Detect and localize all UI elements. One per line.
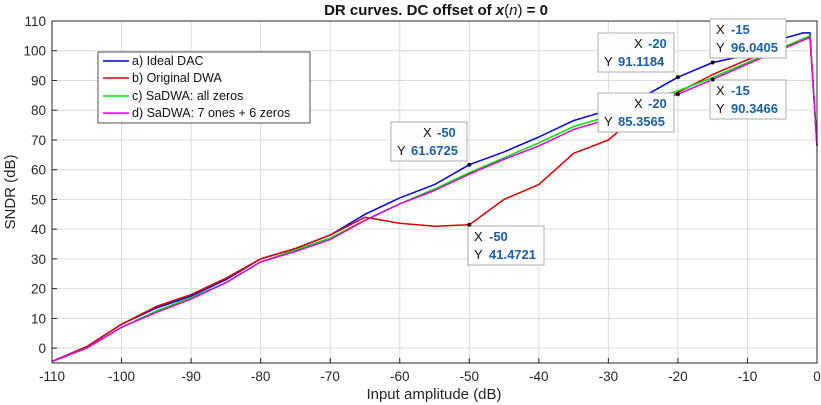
datatip-x-label: X: [716, 22, 725, 37]
x-tick-label: -20: [668, 369, 688, 384]
datatip-x-value: -15: [731, 83, 750, 98]
datatip-marker: [675, 92, 680, 97]
datatip-ideal-dac-m50[interactable]: X -50 Y 61.6725: [390, 121, 468, 162]
y-tick-label: 70: [31, 133, 46, 148]
datatip-y-value: 90.3466: [731, 101, 778, 116]
datatip-y-label: Y: [604, 114, 613, 129]
y-tick-label: 80: [31, 103, 46, 118]
datatip-box: [709, 79, 787, 120]
datatip-marker: [467, 222, 472, 227]
datatip-x-value: -50: [437, 125, 456, 140]
y-tick-label: 10: [31, 311, 46, 326]
datatip-box: [597, 32, 675, 73]
x-tick-label: -10: [738, 369, 758, 384]
chart-title: DR curves. DC offset of x(n) = 0: [324, 2, 548, 19]
legend[interactable]: a) Ideal DAC b) Original DWA c) SaDWA: a…: [97, 51, 311, 124]
datatip-sadwa-m20[interactable]: X -20 Y 85.3565: [597, 92, 675, 133]
datatip-y-label: Y: [716, 101, 725, 116]
datatip-y-value: 96.0405: [731, 40, 778, 55]
x-axis-ticks: -110 -100 -90 -80 -70 -60 -50 -40 -30 -20 -10 0: [39, 358, 821, 384]
plot-frame: [51, 20, 818, 364]
y-tick-label: 60: [31, 163, 46, 178]
datatip-sadwa-m15[interactable]: X -15 Y 90.3466: [709, 79, 787, 120]
x-tick-label: -100: [108, 369, 135, 384]
y-tick-label: 50: [31, 192, 46, 207]
datatip-y-value: 61.6725: [411, 143, 458, 158]
datatip-y-value: 85.3565: [618, 114, 665, 129]
datatip-marker: [467, 162, 472, 167]
datatip-y-value: 41.4721: [489, 247, 536, 262]
datatip-box: [709, 18, 787, 59]
y-tick-label: 110: [24, 14, 46, 29]
datatip-markers: [467, 60, 715, 227]
series-line-3: [51, 36, 818, 363]
x-tick-label: -70: [320, 369, 340, 384]
datatip-x-label: X: [634, 96, 643, 111]
y-axis-label: SNDR (dB): [2, 154, 19, 229]
datatip-y-label: Y: [604, 54, 613, 69]
datatip-box: [597, 92, 675, 133]
legend-item-ideal-dac: a) Ideal DAC: [132, 54, 204, 68]
datatip-x-label: X: [423, 125, 432, 140]
x-tick-label: -50: [460, 369, 480, 384]
y-tick-label: 20: [31, 282, 46, 297]
legend-item-original-dwa: b) Original DWA: [132, 71, 222, 85]
datatip-box: [390, 121, 468, 162]
datatip-x-label: X: [634, 36, 643, 51]
datatip-y-label: Y: [474, 247, 483, 262]
datatip-marker: [710, 77, 715, 82]
x-tick-label: 0: [813, 369, 821, 384]
datatip-ideal-dac-m20[interactable]: X -20 Y 91.1184: [597, 32, 675, 73]
x-tick-label: -40: [529, 369, 549, 384]
datatip-y-label: Y: [397, 143, 406, 158]
datatip-x-value: -20: [648, 96, 667, 111]
x-axis-label: Input amplitude (dB): [366, 386, 501, 403]
series-line-2: [51, 35, 818, 363]
datatip-x-value: -15: [731, 22, 750, 37]
datatip-y-label: Y: [716, 40, 725, 55]
datatip-original-dwa-m50[interactable]: X -50 Y 41.4721: [467, 225, 545, 266]
legend-item-sadwa-all-zeros: c) SaDWA: all zeros: [132, 89, 243, 103]
y-tick-label: 30: [31, 252, 46, 267]
datatip-x-label: X: [474, 229, 483, 244]
y-tick-label: 90: [31, 73, 46, 88]
datatip-x-value: -20: [648, 36, 667, 51]
datatip-box: [467, 225, 545, 266]
y-tick-label: 0: [38, 341, 46, 356]
datatip-x-label: X: [716, 83, 725, 98]
x-tick-label: -60: [390, 369, 410, 384]
x-tick-label: -80: [251, 369, 271, 384]
legend-box: [97, 51, 311, 124]
datatip-marker: [675, 75, 680, 80]
legend-item-sadwa-7-ones-6-zeros: d) SaDWA: 7 ones + 6 zeros: [132, 106, 290, 120]
datatip-marker: [710, 60, 715, 65]
datatip-y-value: 91.1184: [618, 54, 665, 69]
datatip-ideal-dac-m15[interactable]: X -15 Y 96.0405: [709, 18, 787, 59]
y-axis-ticks: 0 10 20 30 40 50 60 70 80 90 100 110: [23, 14, 57, 356]
x-tick-label: -90: [181, 369, 201, 384]
datatip-x-value: -50: [489, 229, 508, 244]
y-tick-label: 100: [23, 44, 46, 59]
x-tick-label: -30: [599, 369, 619, 384]
y-tick-label: 40: [31, 222, 46, 237]
x-tick-label: -110: [39, 369, 65, 384]
